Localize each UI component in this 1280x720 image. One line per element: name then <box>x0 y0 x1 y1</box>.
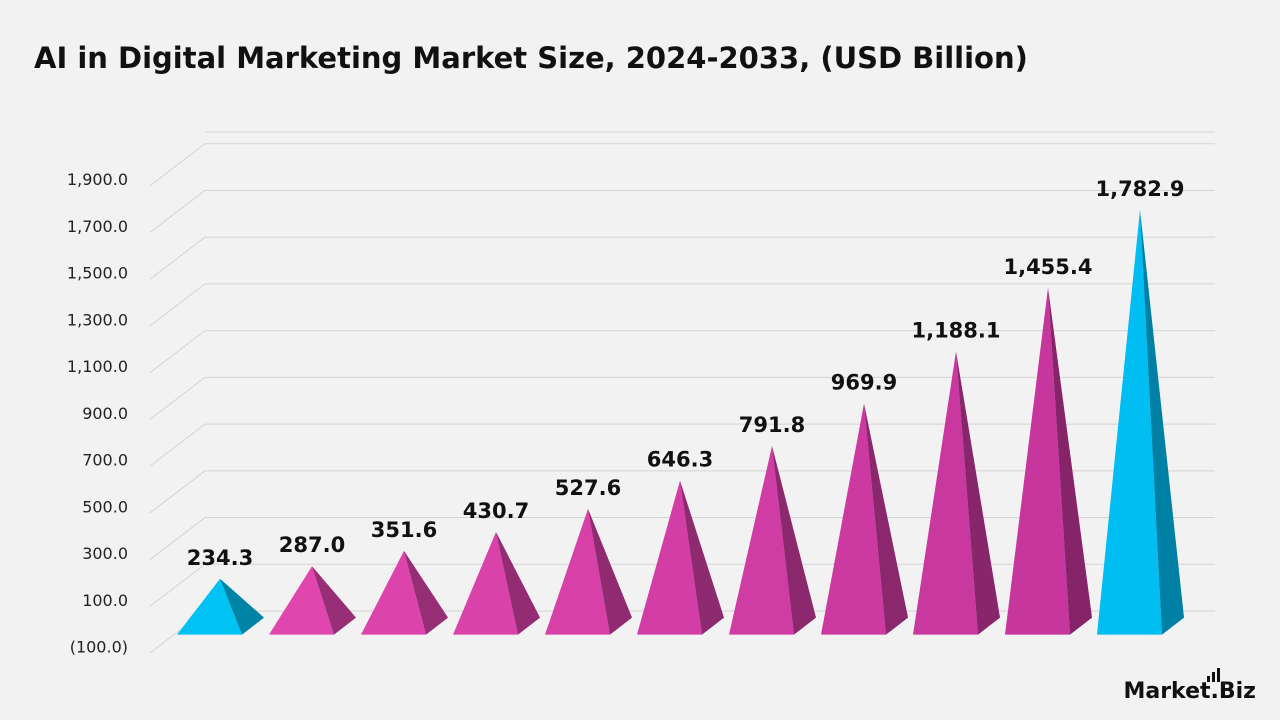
pyramid-side-shade <box>680 480 724 635</box>
pyramid-front <box>1097 209 1162 635</box>
logo-bar <box>1207 676 1210 682</box>
pyramid-side <box>680 480 724 635</box>
value-label: 646.3 <box>647 448 713 472</box>
value-label: 1,188.1 <box>911 319 1000 343</box>
grid-line-depth <box>149 236 206 280</box>
pyramid-side-shade <box>220 578 264 635</box>
y-tick-label: 1,900.0 <box>67 170 128 189</box>
value-label: 527.6 <box>555 476 621 500</box>
pyramid-side <box>404 550 448 635</box>
grid-line-depth <box>149 470 206 514</box>
brand-logo: Market.Biz <box>1123 668 1256 704</box>
y-tick-label: 900.0 <box>82 404 128 423</box>
grid-line-depth <box>149 563 206 607</box>
pyramid-front <box>637 480 702 635</box>
pyramid-side <box>1140 209 1184 635</box>
y-tick-label: 1,300.0 <box>67 310 128 329</box>
y-tick-label: 1,100.0 <box>67 357 128 376</box>
y-tick-label: 100.0 <box>82 591 128 610</box>
y-tick-label: 1,500.0 <box>67 264 128 283</box>
pyramid-side-shade <box>956 351 1000 635</box>
pyramid-side-shade <box>404 550 448 635</box>
pyramid-side <box>1048 287 1092 635</box>
pyramid-side <box>588 508 632 635</box>
y-tick-label: 500.0 <box>82 497 128 516</box>
pyramid-front <box>453 531 518 635</box>
pyramid-side-shade <box>496 531 540 635</box>
value-label: 1,455.4 <box>1003 255 1092 279</box>
pyramid-front <box>269 566 334 635</box>
grid-line-depth <box>149 283 206 327</box>
y-tick-label: 1,700.0 <box>67 217 128 236</box>
value-label: 969.9 <box>831 371 897 395</box>
pyramid-side-shade <box>1140 209 1184 635</box>
grid-line-depth <box>149 517 206 560</box>
pyramid-side <box>220 578 264 635</box>
pyramid-side <box>956 351 1000 635</box>
grid-line-depth <box>149 143 206 187</box>
y-tick-label: 700.0 <box>82 451 128 470</box>
y-tick-label: 300.0 <box>82 544 128 563</box>
pyramid-front <box>545 508 610 635</box>
pyramid-front <box>177 578 242 635</box>
grid-line-depth <box>149 376 206 420</box>
value-label: 234.3 <box>187 546 253 570</box>
pyramid-side-shade <box>312 566 356 635</box>
logo-bar <box>1212 672 1215 682</box>
logo-bar <box>1217 668 1220 682</box>
grid-line-depth <box>149 423 206 467</box>
brand: Market.Biz <box>1123 679 1256 704</box>
value-label: 430.7 <box>463 499 529 523</box>
pyramid-side <box>496 531 540 635</box>
pyramid-side-shade <box>772 445 816 635</box>
grid-line-depth <box>149 190 206 233</box>
y-tick-label: (100.0) <box>70 638 128 657</box>
pyramid-front <box>729 445 794 635</box>
pyramid-side <box>312 566 356 635</box>
pyramid-side-shade <box>1048 287 1092 635</box>
pyramid-side-shade <box>864 403 908 635</box>
chart-title: AI in Digital Marketing Market Size, 202… <box>34 41 1028 75</box>
pyramid-front <box>1005 287 1070 635</box>
pyramid-front <box>821 403 886 635</box>
value-label: 791.8 <box>739 413 805 437</box>
value-label: 287.0 <box>279 533 345 557</box>
pyramid-side <box>864 403 908 635</box>
value-label: 351.6 <box>371 518 437 542</box>
value-label: 1,782.9 <box>1095 177 1184 201</box>
pyramid-front <box>913 351 978 635</box>
pyramid-side-shade <box>588 508 632 635</box>
pyramid-side <box>772 445 816 635</box>
grid-line-depth <box>149 330 206 374</box>
pyramid-front <box>361 550 426 635</box>
